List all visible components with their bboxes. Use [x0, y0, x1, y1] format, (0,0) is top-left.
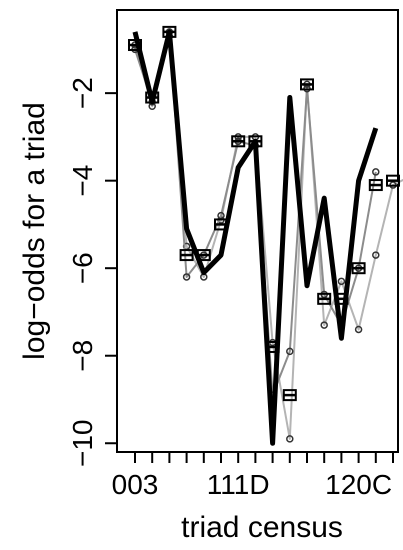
y-tick-label: −8	[67, 340, 98, 372]
series-point	[182, 273, 191, 281]
y-tick-label: −2	[67, 77, 98, 109]
y-axis-title: log−odds for a triad	[18, 102, 51, 360]
y-tick-label: −4	[67, 165, 98, 197]
series-line-sim-b	[134, 30, 377, 397]
series-line-observed	[132, 29, 379, 446]
y-axis: −2 −4 −6 −8 −10	[67, 77, 117, 467]
x-tick-label: 120C	[325, 469, 392, 500]
box-layer	[128, 25, 400, 402]
x-axis: 003 111D 120C	[112, 452, 394, 500]
series-point	[372, 168, 380, 176]
x-tick-label: 003	[112, 469, 159, 500]
series-point	[354, 325, 363, 334]
series-point	[337, 277, 346, 286]
x-tick-label: 111D	[207, 469, 270, 500]
y-tick-label: −10	[67, 419, 98, 467]
series-layer	[131, 28, 403, 446]
y-tick-label: −6	[67, 252, 98, 284]
x-axis-title: triad census	[181, 511, 343, 544]
series-point	[286, 347, 294, 356]
series-point	[286, 435, 294, 443]
plot-frame	[116, 9, 399, 453]
series-point	[372, 251, 380, 259]
series-point	[320, 321, 328, 329]
